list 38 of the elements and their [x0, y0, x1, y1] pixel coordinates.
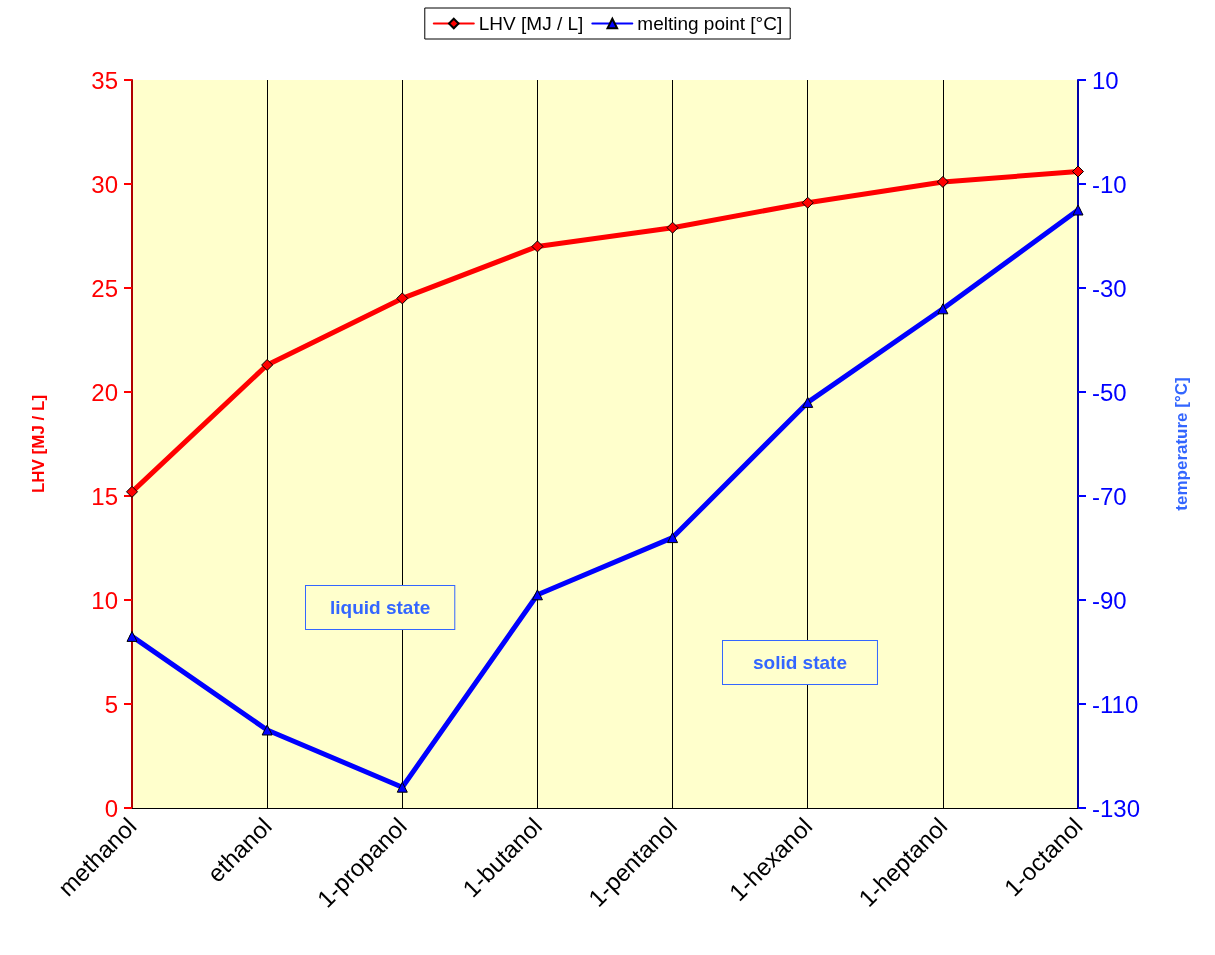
point: [396, 292, 409, 305]
y-tick-label: 20: [91, 378, 118, 406]
point: [126, 630, 138, 642]
y-tick-label: 10: [91, 586, 118, 614]
y2-tick-label: -90: [1092, 586, 1127, 614]
y-tick-label: 0: [104, 794, 118, 822]
point: [667, 532, 679, 544]
y2-tick-label: -130: [1092, 794, 1141, 822]
legend-label: LHV [MJ / L]: [478, 13, 584, 34]
point: [1072, 204, 1084, 216]
point: [531, 589, 543, 601]
point: [936, 175, 949, 188]
y-axis-title: LHV [MJ / L]: [29, 394, 48, 494]
y2-tick-label: -70: [1092, 482, 1127, 510]
annotation: solid state: [753, 652, 847, 673]
y-tick-label: 35: [91, 66, 118, 94]
y2-tick-label: 10: [1092, 66, 1119, 94]
point: [1072, 165, 1084, 178]
y2-tick-label: -110: [1092, 690, 1139, 718]
y-tick-label: 15: [91, 482, 118, 510]
annotation: liquid state: [330, 597, 431, 618]
point: [396, 781, 408, 793]
y2-axis-title: temperature [°C]: [1172, 377, 1191, 511]
point: [937, 303, 949, 315]
point: [666, 221, 679, 234]
y-tick-label: 5: [104, 690, 118, 718]
legend-label: melting point [°C]: [637, 13, 783, 34]
point: [801, 196, 814, 209]
y2-tick-label: -50: [1092, 378, 1127, 406]
point: [261, 358, 274, 371]
point: [261, 724, 273, 736]
point: [531, 240, 544, 253]
point: [802, 396, 814, 408]
y-tick-label: 30: [91, 170, 118, 198]
y2-tick-label: -30: [1092, 274, 1127, 302]
y-tick-label: 25: [91, 274, 118, 302]
y2-tick-label: -10: [1092, 170, 1127, 198]
point: [126, 485, 138, 498]
